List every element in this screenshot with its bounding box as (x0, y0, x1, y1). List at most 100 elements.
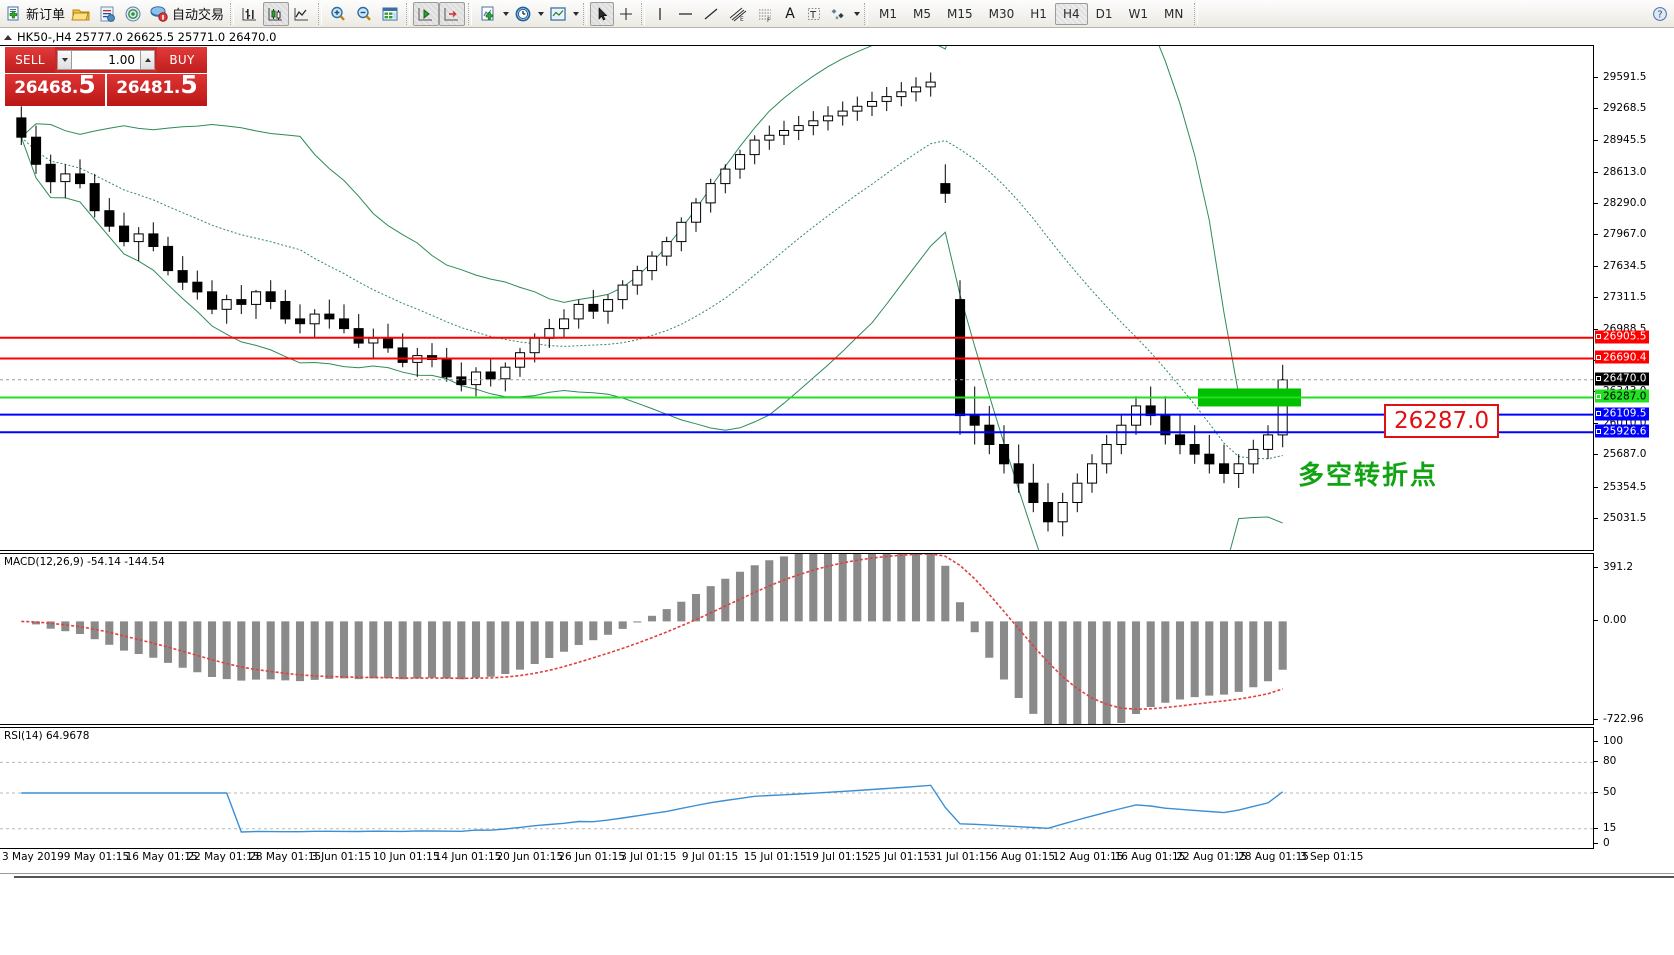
price-level-value: 25926.6 (1603, 425, 1647, 438)
macd-scale-label: 0.00 (1603, 614, 1627, 627)
data-window-button[interactable] (377, 2, 403, 26)
price-level-tag-resistance[interactable]: 26905.5 (1595, 330, 1650, 344)
crosshair-button[interactable] (614, 2, 638, 26)
volume-input[interactable]: 1.00 (72, 50, 140, 70)
price-scale-tick (1594, 77, 1598, 79)
price-level-value: 26470.0 (1603, 372, 1647, 385)
rsi-scale-label: 15 (1603, 821, 1617, 834)
add-indicator-icon (478, 5, 498, 23)
price-level-tag-support[interactable]: 26109.5 (1595, 407, 1650, 421)
timeframe-button-h4[interactable]: H4 (1054, 2, 1088, 25)
timeframe-button-mn[interactable]: MN (1164, 6, 1184, 21)
rsi-label: RSI(14) 64.9678 (4, 730, 90, 742)
svg-text:F: F (767, 17, 771, 23)
volume-stepper[interactable]: 1.00 (55, 47, 157, 73)
metaeditor-icon (97, 5, 117, 23)
price-level-handle[interactable] (1596, 354, 1601, 360)
indicators-dropdown-arrow[interactable] (501, 4, 510, 24)
timeframe-button-w1[interactable]: W1 (1128, 6, 1149, 21)
horizontal-line-button[interactable] (672, 2, 698, 26)
price-level-tag-support[interactable]: 25926.6 (1595, 424, 1650, 438)
price-level-handle[interactable] (1596, 393, 1601, 399)
price-level-tag-resistance[interactable]: 26690.4 (1595, 350, 1650, 364)
price-scale-label: 25354.5 (1603, 480, 1647, 493)
timeframe-button-m15[interactable]: M15 (947, 6, 973, 21)
trendline-icon (701, 5, 721, 23)
one-click-trading-panel[interactable]: SELL 1.00 BUY 26468 . 5 26481 . 5 (5, 47, 207, 106)
indicators-button[interactable] (475, 2, 501, 26)
help-button[interactable]: ? (1648, 2, 1672, 26)
templates-button[interactable] (545, 2, 571, 26)
price-level-handle[interactable] (1596, 334, 1601, 340)
price-chart-svg (0, 46, 1593, 550)
price-scale[interactable]: 29591.5 29268.5 28945.5 28613.0 28290.0 27967… (1594, 45, 1674, 551)
templates-dropdown-arrow[interactable] (571, 4, 580, 24)
navigator-button[interactable] (120, 2, 146, 26)
price-scale-tick (1594, 297, 1598, 299)
collapse-triangle-icon[interactable] (4, 34, 12, 40)
candlestick-chart-button[interactable] (263, 1, 290, 26)
rsi-scale-tick (1594, 741, 1598, 742)
vertical-line-button[interactable] (648, 2, 672, 26)
chart-shift-button[interactable] (439, 1, 466, 26)
new-order-button[interactable]: 新订单 (2, 2, 68, 26)
timeframe-button-m30[interactable]: M30 (988, 6, 1015, 21)
time-axis-label: 20 Jun 01:15 (496, 851, 564, 863)
zoom-in-button[interactable] (325, 2, 351, 26)
time-axis-label: 28 Aug 01:15 (1238, 851, 1309, 863)
timeframe-button-m1[interactable]: M1 (879, 6, 898, 21)
time-axis-label: 9 May 01:15 (63, 851, 130, 863)
price-pane[interactable] (0, 45, 1594, 551)
time-axis-label: 3 Jul 01:15 (620, 851, 677, 863)
buy-button[interactable]: BUY (157, 47, 207, 73)
bar-chart-button[interactable] (237, 2, 263, 26)
cursor-button[interactable] (590, 1, 615, 26)
charts-button[interactable] (68, 2, 94, 26)
time-axis-label: 14 Jun 01:15 (434, 851, 502, 863)
equidistant-channel-button[interactable]: E (724, 2, 752, 26)
sell-price-button[interactable]: 26468 . 5 (5, 72, 105, 106)
auto-scroll-button[interactable] (413, 1, 440, 26)
rsi-scale-label: 50 (1603, 786, 1617, 798)
shapes-dropdown-arrow[interactable] (852, 4, 861, 24)
line-chart-button[interactable] (289, 2, 315, 26)
zoom-out-button[interactable] (351, 2, 377, 26)
price-level-tag-current[interactable]: 26470.0 (1595, 372, 1650, 386)
time-axis-label: 3 Sep 01:15 (1300, 851, 1364, 863)
periods-button[interactable] (510, 2, 536, 26)
rsi-pane[interactable]: RSI(14) 64.9678 (0, 727, 1594, 849)
price-level-handle[interactable] (1596, 411, 1601, 417)
sell-button[interactable]: SELL (5, 47, 55, 73)
rsi-scale-tick (1594, 843, 1598, 844)
chart-area[interactable]: 29591.5 29268.5 28945.5 28613.0 28290.0 27967… (0, 45, 1674, 955)
shapes-button[interactable] (826, 2, 852, 26)
autotrading-button[interactable]: 自动交易 (146, 2, 227, 26)
text-button[interactable]: A (778, 2, 802, 26)
price-scale-tick (1594, 486, 1598, 488)
macd-pane[interactable]: MACD(12,26,9) -54.14 -144.54 (0, 553, 1594, 725)
text-label-button[interactable]: T (802, 2, 826, 26)
timeframe-button-h1[interactable]: H1 (1030, 6, 1047, 21)
trendline-button[interactable] (698, 2, 724, 26)
clock-icon (513, 5, 533, 23)
timeframe-button-d1[interactable]: D1 (1095, 6, 1113, 21)
price-scale-label: 29591.5 (1603, 71, 1647, 84)
time-axis-label: 28 May 01:15 (249, 851, 322, 863)
template-icon (548, 5, 568, 23)
timeframe-button-m5[interactable]: M5 (913, 6, 932, 21)
price-level-tag-pivot[interactable]: 26287.0 (1595, 389, 1650, 403)
price-scale-label: 27967.0 (1603, 228, 1647, 241)
buy-price-integer: 26481 (116, 78, 174, 98)
volume-increase-button[interactable] (140, 50, 155, 70)
axis-scrollbar[interactable] (14, 876, 1674, 878)
price-level-handle[interactable] (1596, 428, 1601, 434)
metaeditor-button[interactable] (94, 2, 120, 26)
periods-dropdown-arrow[interactable] (536, 4, 545, 24)
volume-decrease-button[interactable] (57, 50, 72, 70)
rsi-scale-tick (1594, 827, 1598, 829)
text-label-icon: T (805, 5, 823, 23)
toolbar-separator (406, 2, 411, 25)
buy-price-button[interactable]: 26481 . 5 (107, 72, 207, 106)
price-level-handle[interactable] (1596, 376, 1601, 382)
fibonacci-button[interactable]: F (752, 2, 778, 26)
